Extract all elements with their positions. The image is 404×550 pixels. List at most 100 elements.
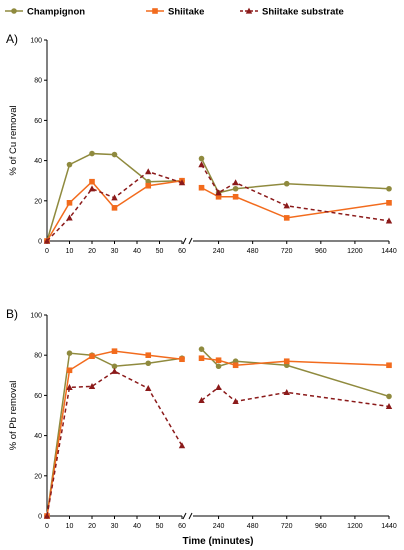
axis-break-mark [182,512,187,520]
data-point [283,215,290,221]
series-line-segment-1 [46,152,183,242]
series-shiitake-substrate [43,367,393,519]
data-point [283,202,290,209]
series-line-segment-2 [200,158,390,194]
y-tick-label: 40 [34,158,42,165]
x-tick-label: 0 [45,248,49,255]
data-point [283,358,290,365]
data-point [111,151,118,158]
x-tick-label: 480 [247,248,259,255]
data-point [198,184,205,191]
series-line-segment-2 [201,187,390,219]
legend-label: Shiitake substrate [262,7,344,18]
x-tick-label: 480 [247,523,259,530]
data-point [43,237,51,244]
x-tick-label: 1200 [347,523,363,530]
data-point [66,214,73,221]
data-point [198,161,205,168]
data-point [89,178,95,185]
axis-break-mark [188,237,193,245]
data-point [88,382,96,389]
series-line-segment-1 [46,170,183,242]
data-point [43,512,51,519]
x-tick-label: 960 [315,248,327,255]
x-tick-label: 240 [213,523,225,530]
x-tick-label: 720 [281,523,293,530]
x-tick-label: 30 [111,523,119,530]
data-point [66,350,73,356]
data-point [215,189,222,196]
data-point [111,363,118,370]
y-tick-label: 20 [34,473,42,480]
data-point [385,403,393,410]
data-point [386,185,392,192]
x-tick-label: 10 [66,523,74,530]
x-tick-label: 240 [213,248,225,255]
data-point [215,193,222,200]
x-tick-label: 60 [178,523,186,530]
data-point [232,179,239,186]
panel-a-cu-removal: A) % of Cu removal 0 20 40 60 80 100 0 10 20 30 40 50… [6,32,397,255]
x-tick-label: 40 [133,523,141,530]
x-axis-title: Time (minutes) [183,536,254,547]
data-point [89,353,95,360]
series-shiitake [44,348,392,519]
legend-label: Shiitake [168,7,204,18]
legend-marker-circle [11,8,17,14]
y-tick-label: 80 [34,353,42,360]
data-point [385,217,393,224]
data-point [89,150,95,157]
y-tick-label: 20 [34,198,42,205]
data-point [179,356,185,363]
legend-marker-triangle [245,7,253,14]
y-axis-title: % of Cu removal [8,105,19,175]
data-point [145,352,152,358]
data-point [145,168,152,175]
x-tick-label: 20 [88,248,96,255]
legend: Champignon Shiitake Shiitake substrate [5,7,344,18]
data-point [283,388,290,395]
x-tick-label: 1440 [381,523,397,530]
series-line-segment-2 [200,164,390,222]
data-point [215,383,222,390]
legend-item-champignon: Champignon [5,7,85,18]
series-line-segment-2 [200,348,390,398]
legend-item-shiitake: Shiitake [146,7,204,18]
data-point [111,348,118,354]
series-shiitake-substrate [43,161,393,244]
data-point [386,200,392,206]
axis-break-mark [182,237,187,245]
data-point [178,179,186,186]
data-point [111,367,118,374]
series-line-segment-2 [201,386,390,408]
series-line-segment-1 [46,350,183,517]
data-point [66,383,73,390]
data-point [111,194,118,201]
data-point [283,180,290,187]
y-tick-label: 100 [30,38,42,45]
y-tick-label: 40 [34,433,42,440]
x-tick-label: 30 [111,248,119,255]
series-shiitake [44,177,392,244]
data-point [145,360,152,367]
panel-label: A) [6,32,18,46]
data-point [198,155,205,162]
data-point [145,182,152,189]
data-point [386,362,392,369]
data-point [198,397,205,404]
data-point [198,346,205,352]
data-point [215,357,222,364]
series-line-segment-1 [46,370,183,517]
data-point [111,205,118,211]
data-point [232,185,239,192]
series-line-segment-1 [46,352,183,517]
legend-item-shiitake-substrate: Shiitake substrate [240,7,344,18]
x-tick-label: 1200 [347,248,363,255]
x-tick-label: 720 [281,248,293,255]
x-tick-label: 40 [133,248,141,255]
data-point [232,193,239,200]
y-tick-label: 80 [34,78,42,85]
series-line-segment-2 [201,357,390,367]
data-point [215,363,222,370]
